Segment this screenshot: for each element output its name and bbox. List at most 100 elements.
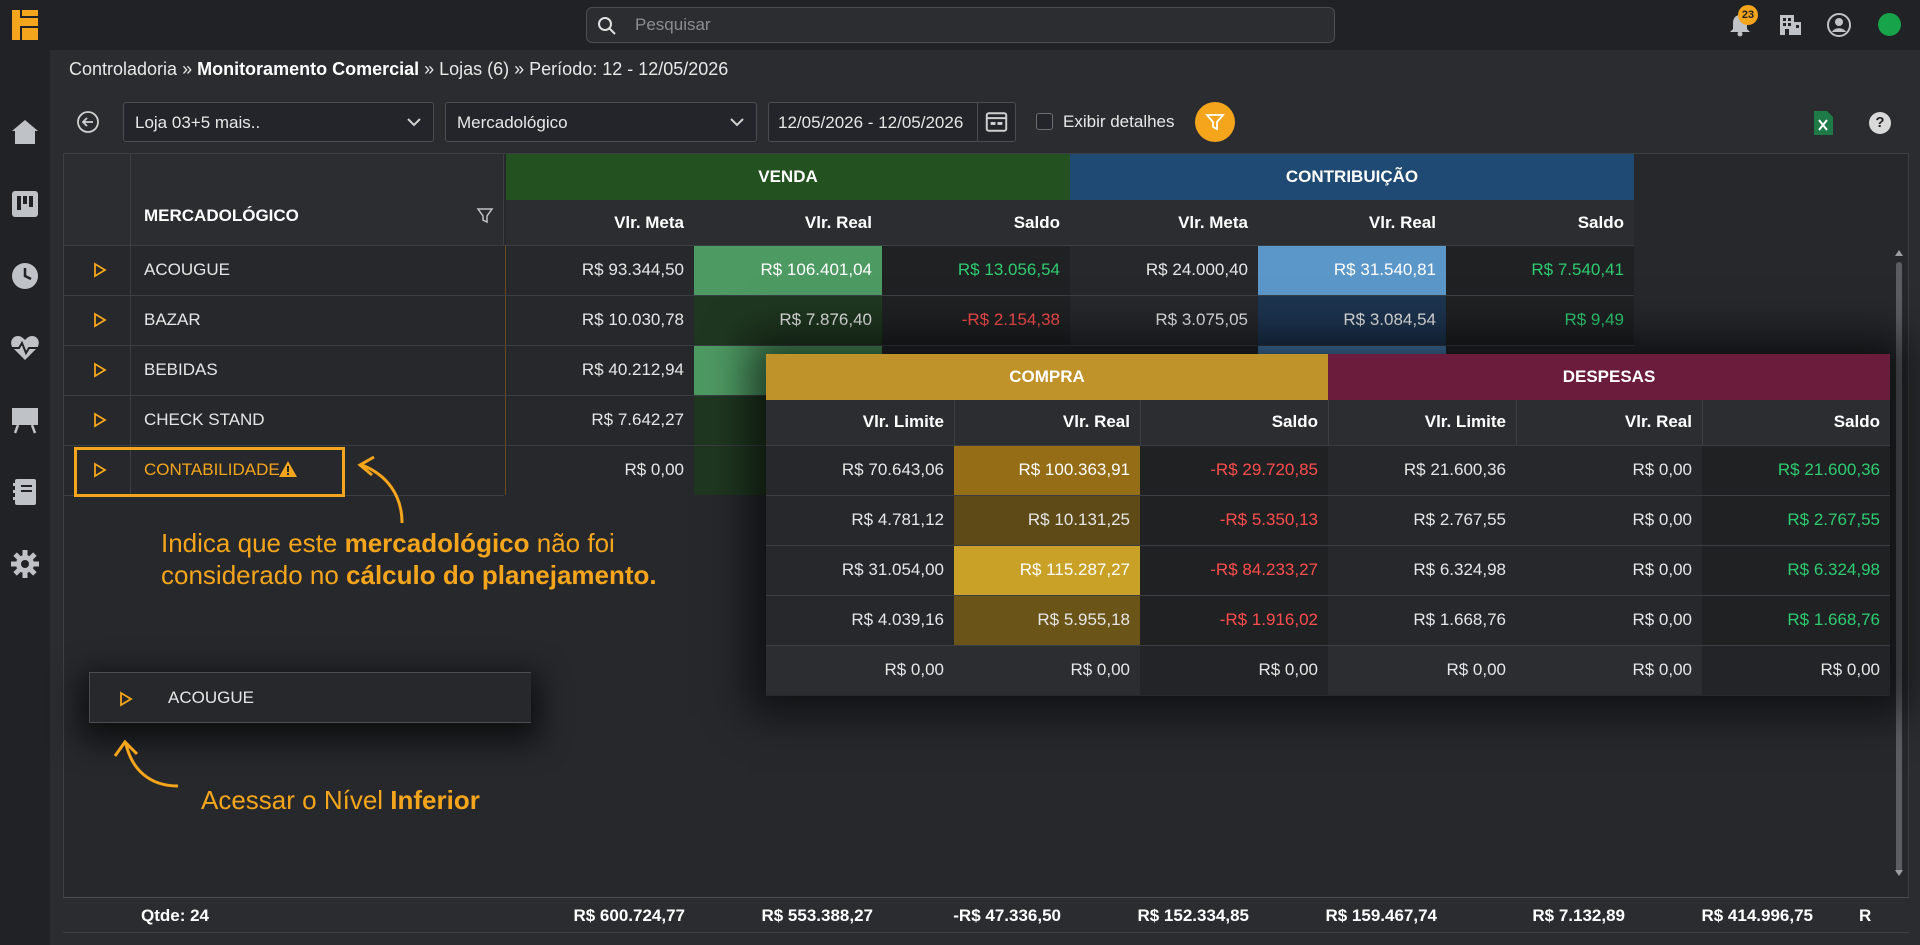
column-header-contrib-saldo[interactable]: Saldo xyxy=(1577,213,1624,232)
despesas-limite-cell: R$ 2.767,55 xyxy=(1413,510,1506,529)
total-venda-meta: R$ 600.724,77 xyxy=(573,906,685,925)
breadcrumb-rest: » Lojas (6) » Período: 12 - 12/05/2026 xyxy=(419,59,729,79)
total-venda-real: R$ 553.388,27 xyxy=(761,906,873,925)
compra-saldo-cell: R$ 0,00 xyxy=(1258,660,1318,679)
venda-meta-cell: R$ 7.642,27 xyxy=(591,410,684,429)
despesas-real-cell: R$ 0,00 xyxy=(1632,510,1692,529)
expand-icon[interactable] xyxy=(93,412,107,428)
building-icon[interactable] xyxy=(1777,12,1803,38)
contrib-meta-cell: R$ 3.075,05 xyxy=(1155,310,1248,329)
row-name: BAZAR xyxy=(144,310,201,329)
heart-pulse-icon[interactable] xyxy=(9,332,41,364)
chevron-down-icon xyxy=(407,118,421,127)
arrow-icon xyxy=(113,739,179,788)
compra-limite-cell: R$ 0,00 xyxy=(884,660,944,679)
user-circle-icon[interactable] xyxy=(1826,12,1852,38)
excel-export-icon[interactable] xyxy=(1812,110,1834,136)
column-header-despesas-real[interactable]: Vlr. Real xyxy=(1624,412,1692,431)
arrow-icon xyxy=(357,455,404,524)
filter-icon xyxy=(1205,114,1225,131)
venda-meta-cell: R$ 93.344,50 xyxy=(581,260,684,279)
annotation-note-lower-level: Acessar o Nível Inferior xyxy=(201,784,480,816)
store-select[interactable]: Loja 03+5 mais.. xyxy=(123,102,434,142)
expand-icon[interactable] xyxy=(93,462,107,478)
column-header-mercadologico[interactable]: MERCADOLÓGICO xyxy=(144,206,299,225)
compra-real-cell: R$ 100.363,91 xyxy=(1018,460,1130,479)
scroll-down-icon[interactable] xyxy=(1894,868,1904,878)
compra-saldo-cell: -R$ 84.233,27 xyxy=(1210,560,1318,579)
compra-real-cell: R$ 5.955,18 xyxy=(1037,610,1130,629)
note-text-bold: cálculo do planejamento. xyxy=(346,560,657,590)
expand-icon[interactable] xyxy=(93,362,107,378)
column-header-venda-saldo[interactable]: Saldo xyxy=(1013,213,1060,232)
column-header-compra-saldo[interactable]: Saldo xyxy=(1271,412,1318,431)
compra-saldo-cell: -R$ 5.350,13 xyxy=(1219,510,1318,529)
despesas-real-cell: R$ 0,00 xyxy=(1632,660,1692,679)
column-header-despesas-saldo[interactable]: Saldo xyxy=(1833,412,1880,431)
note-text: não foi xyxy=(529,528,615,558)
contrib-real-cell: R$ 3.084,54 xyxy=(1343,310,1436,329)
filter-button[interactable] xyxy=(1195,102,1235,142)
note-text: Indica que este xyxy=(161,528,345,558)
column-header-compra-limite[interactable]: Vlr. Limite xyxy=(862,412,944,431)
header-name-area xyxy=(64,154,504,245)
vertical-scrollbar[interactable] xyxy=(1896,262,1902,874)
search-input[interactable] xyxy=(635,14,1315,36)
details-label: Exibir detalhes xyxy=(1063,112,1175,131)
venda-meta-cell: R$ 40.212,94 xyxy=(581,360,684,379)
breadcrumb-root[interactable]: Controladoria » xyxy=(69,59,198,79)
column-header-venda-meta[interactable]: Vlr. Meta xyxy=(614,213,684,232)
note-text: considerado no xyxy=(161,560,347,590)
total-compra-real: R xyxy=(1859,906,1872,925)
despesas-saldo-cell: R$ 2.767,55 xyxy=(1787,510,1880,529)
date-range-field[interactable]: 12/05/2026 - 12/05/2026 xyxy=(768,102,1016,142)
venda-real-cell: R$ 7.876,40 xyxy=(779,310,872,329)
venda-real-cell: R$ 106.401,04 xyxy=(760,260,872,279)
compra-saldo-cell: -R$ 29.720,85 xyxy=(1210,460,1318,479)
presentation-icon[interactable] xyxy=(9,404,41,436)
search-bar[interactable] xyxy=(586,7,1335,43)
level-select-value: Mercadológico xyxy=(457,113,568,132)
gear-icon[interactable] xyxy=(9,548,41,580)
contrib-meta-cell: R$ 24.000,40 xyxy=(1145,260,1248,279)
help-icon[interactable]: ? xyxy=(1869,112,1891,134)
store-select-value: Loja 03+5 mais.. xyxy=(135,113,261,132)
despesas-real-cell: R$ 0,00 xyxy=(1632,610,1692,629)
back-icon[interactable] xyxy=(76,110,100,134)
note-text-bold: mercadológico xyxy=(344,528,530,558)
venda-meta-cell: R$ 0,00 xyxy=(624,460,684,479)
expand-icon[interactable] xyxy=(93,262,107,278)
expand-icon[interactable] xyxy=(93,312,107,328)
column-header-contrib-real[interactable]: Vlr. Real xyxy=(1368,213,1436,232)
row-name: ACOUGUE xyxy=(144,260,230,279)
total-contrib-saldo: R$ 7.132,89 xyxy=(1532,906,1625,925)
despesas-real-cell: R$ 0,00 xyxy=(1632,460,1692,479)
date-range-value: 12/05/2026 - 12/05/2026 xyxy=(778,113,964,132)
calendar-icon[interactable] xyxy=(977,103,1015,141)
compra-limite-cell: R$ 70.643,06 xyxy=(841,460,944,479)
home-icon[interactable] xyxy=(9,116,41,148)
logo-icon[interactable] xyxy=(10,8,40,42)
column-header-despesas-limite[interactable]: Vlr. Limite xyxy=(1424,412,1506,431)
kanban-icon[interactable] xyxy=(9,188,41,220)
total-contrib-real: R$ 159.467,74 xyxy=(1325,906,1437,925)
column-header-contrib-meta[interactable]: Vlr. Meta xyxy=(1178,213,1248,232)
row-name: CONTABILIDADE xyxy=(144,460,280,479)
compra-limite-cell: R$ 4.781,12 xyxy=(851,510,944,529)
level-select[interactable]: Mercadológico xyxy=(445,102,757,142)
details-checkbox[interactable] xyxy=(1036,113,1053,130)
scroll-up-icon[interactable] xyxy=(1894,248,1904,258)
contrib-saldo-cell: R$ 7.540,41 xyxy=(1531,260,1624,279)
column-header-venda-real[interactable]: Vlr. Real xyxy=(804,213,872,232)
status-dot[interactable] xyxy=(1878,13,1901,36)
row-name: CHECK STAND xyxy=(144,410,265,429)
clock-icon[interactable] xyxy=(9,260,41,292)
column-header-compra-real[interactable]: Vlr. Real xyxy=(1062,412,1130,431)
despesas-saldo-cell: R$ 6.324,98 xyxy=(1787,560,1880,579)
book-icon[interactable] xyxy=(9,476,41,508)
column-filter-icon[interactable] xyxy=(476,207,494,225)
compra-saldo-cell: -R$ 1.916,02 xyxy=(1219,610,1318,629)
annotation-note-planning: Indica que este mercadológico não foi co… xyxy=(161,527,657,591)
expand-icon[interactable] xyxy=(119,691,133,707)
despesas-saldo-cell: R$ 1.668,76 xyxy=(1787,610,1880,629)
